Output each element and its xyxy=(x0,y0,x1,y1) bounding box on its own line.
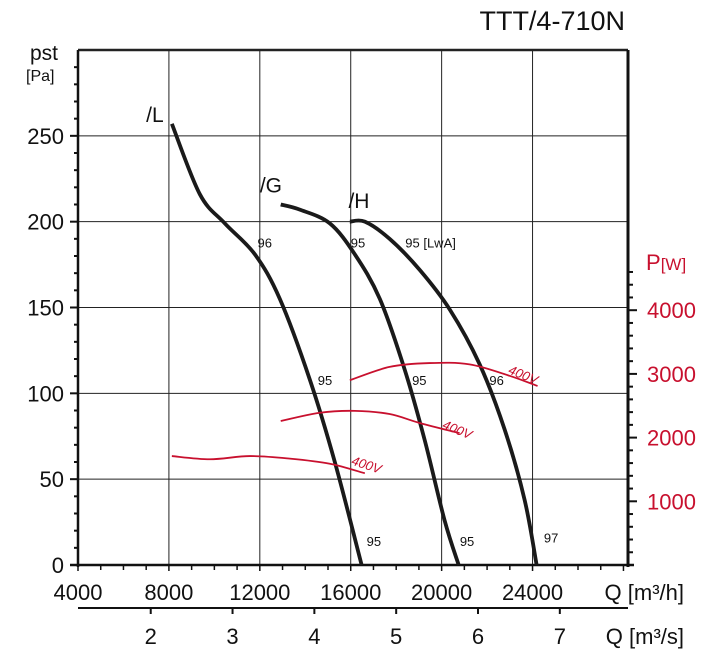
y-tick-label: 150 xyxy=(27,296,64,321)
sound-level-label: 95 xyxy=(351,235,365,250)
power-curve xyxy=(171,455,366,475)
curves xyxy=(170,123,539,566)
labels: 4000 8000 12000 16000 20000 24000 2 3 4 5 6 7 0 50 100… xyxy=(27,104,696,649)
x2-tick-label: 7 xyxy=(554,624,566,649)
y-tick-label: 0 xyxy=(52,553,64,578)
sound-level-label: 95 xyxy=(460,534,474,549)
x2-tick-label: 5 xyxy=(390,624,402,649)
sound-level-label: 97 xyxy=(544,531,558,546)
power-curve-label: 400V xyxy=(441,417,476,443)
y2-tick-label: 3000 xyxy=(647,362,696,387)
pressure-curve-l xyxy=(170,123,364,566)
y-axis-unit: [Pa] xyxy=(26,68,54,85)
x2-tick-label: 6 xyxy=(472,624,484,649)
y-tick-label: 100 xyxy=(27,381,64,406)
x-tick-label: 8000 xyxy=(144,580,193,605)
x-tick-label: 4000 xyxy=(54,580,103,605)
curve-label: /L xyxy=(146,104,164,127)
axes xyxy=(70,50,637,614)
sound-level-label: 95 xyxy=(367,534,381,549)
power-curve-label: 400V xyxy=(350,453,385,477)
y-tick-label: 50 xyxy=(40,467,64,492)
x-tick-label: 16000 xyxy=(320,580,381,605)
sound-level-label: 96 xyxy=(258,235,272,250)
sound-level-label: 96 xyxy=(489,373,503,388)
chart-title: TTT/4-710N xyxy=(479,6,625,36)
power-curve xyxy=(280,409,460,435)
y2-tick-label: 1000 xyxy=(647,489,696,514)
pressure-curve-g xyxy=(280,202,461,566)
curve-label: /H xyxy=(348,190,369,213)
sound-level-label: 95 xyxy=(318,373,332,388)
sound-level-label: 95 xyxy=(412,373,426,388)
x2-tick-label: 2 xyxy=(145,624,157,649)
curve-label: /G xyxy=(260,174,282,197)
x-axis-label: Q [m³/h] xyxy=(605,580,684,605)
x2-tick-label: 4 xyxy=(308,624,320,649)
y2-axis-label: P[W] xyxy=(646,250,686,275)
x-tick-label: 20000 xyxy=(411,580,472,605)
x2-axis-label: Q [m³/s] xyxy=(606,624,684,649)
y2-tick-label: 4000 xyxy=(647,298,696,323)
sound-level-label: 95 [LwA] xyxy=(405,235,456,250)
pressure-curve-h xyxy=(349,218,539,566)
power-curve xyxy=(349,361,538,387)
y-tick-label: 200 xyxy=(27,210,64,235)
x-tick-label: 24000 xyxy=(502,580,563,605)
x2-tick-label: 3 xyxy=(226,624,238,649)
grid xyxy=(78,48,628,565)
power-curve-label: 400V xyxy=(506,362,541,388)
y-axis-label: pst xyxy=(30,42,58,65)
y2-tick-label: 2000 xyxy=(647,426,696,451)
y-tick-label: 250 xyxy=(27,124,64,149)
x-tick-label: 12000 xyxy=(229,580,290,605)
